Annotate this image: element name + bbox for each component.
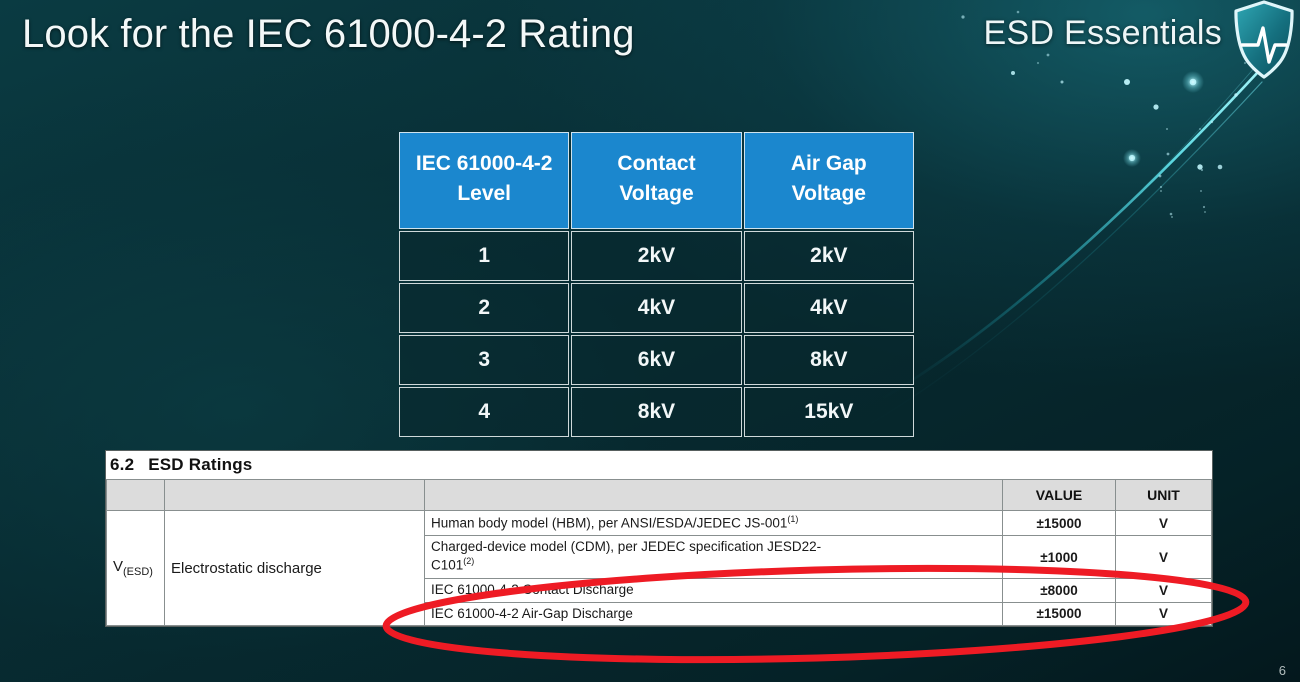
iec-level-table: IEC 61000-4-2 Level Contact Voltage Air …: [397, 130, 916, 439]
cell-air-gap-voltage: 4kV: [743, 282, 914, 333]
cell-condition: Human body model (HBM), per ANSI/ESDA/JE…: [424, 509, 1003, 537]
cell-parameter: Electrostatic discharge: [164, 509, 425, 627]
header-cell-air-gap-voltage: Air Gap Voltage: [743, 132, 914, 229]
cell-unit: V: [1115, 577, 1212, 603]
cell-level: 2: [399, 282, 570, 333]
header-cell-level: IEC 61000-4-2 Level: [399, 132, 570, 229]
section-number: 6.2: [110, 455, 135, 474]
cell-unit: V: [1115, 509, 1212, 537]
condition-text: Charged-device model (CDM), per JEDEC sp…: [431, 539, 822, 555]
datasheet-section-heading: 6.2 ESD Ratings: [106, 451, 1212, 479]
header-line-1: Contact: [617, 152, 696, 175]
cell-contact-voltage: 6kV: [571, 334, 742, 385]
cell-air-gap-voltage: 2kV: [743, 230, 914, 281]
shield-pulse-icon: [1234, 0, 1294, 79]
esd-ratings-grid: VALUE UNIT V(ESD) Electrostatic discharg…: [106, 479, 1212, 627]
table-header-row: IEC 61000-4-2 Level Contact Voltage Air …: [399, 132, 914, 229]
cell-level: 4: [399, 386, 570, 437]
cell-value: ±8000: [1002, 577, 1116, 603]
header-cell-unit: UNIT: [1115, 479, 1212, 511]
table-row: 4 8kV 15kV: [399, 386, 914, 437]
header-cell-condition-blank: [424, 479, 1003, 511]
table-row: 3 6kV 8kV: [399, 334, 914, 385]
brand-label: ESD Essentials: [983, 14, 1222, 52]
cell-unit: V: [1115, 601, 1212, 627]
condition-text: Human body model (HBM), per ANSI/ESDA/JE…: [431, 515, 788, 531]
condition-footnote: (1): [787, 514, 799, 524]
cell-value: ±1000: [1002, 535, 1116, 579]
cell-air-gap-voltage: 8kV: [743, 334, 914, 385]
header-line-2: Voltage: [791, 182, 866, 206]
table-row: 1 2kV 2kV: [399, 230, 914, 281]
cell-level: 3: [399, 334, 570, 385]
table-row: V(ESD) Electrostatic discharge Human bod…: [106, 509, 1212, 627]
header-cell-value: VALUE: [1002, 479, 1116, 511]
cell-condition: IEC 61000-4-2 Contact Discharge: [424, 577, 1003, 603]
cell-contact-voltage: 2kV: [571, 230, 742, 281]
symbol-text: V: [113, 558, 124, 576]
cell-level: 1: [399, 230, 570, 281]
cell-contact-voltage: 4kV: [571, 282, 742, 333]
table-row: 2 4kV 4kV: [399, 282, 914, 333]
symbol-subscript: (ESD): [123, 566, 153, 579]
cell-unit: V: [1115, 535, 1212, 579]
table-header-row: VALUE UNIT: [106, 479, 1212, 511]
cell-air-gap-voltage: 15kV: [743, 386, 914, 437]
condition-footnote: (2): [463, 556, 475, 567]
cell-condition: IEC 61000-4-2 Air-Gap Discharge: [424, 601, 1003, 627]
header-line-1: Air Gap: [790, 152, 867, 175]
cell-symbol: V(ESD): [106, 509, 165, 627]
page-number: 6: [1278, 663, 1286, 678]
header-line-1: IEC 61000-4-2: [415, 152, 553, 175]
cell-value: ±15000: [1002, 509, 1116, 537]
cell-condition: Charged-device model (CDM), per JEDEC sp…: [424, 535, 1003, 579]
header-cell-contact-voltage: Contact Voltage: [571, 132, 742, 229]
header-cell-parameter-blank: [164, 479, 425, 511]
datasheet-esd-ratings-table: 6.2 ESD Ratings VALUE UNIT: [105, 450, 1213, 628]
header-line-2: Level: [457, 182, 512, 206]
header-line-2: Voltage: [619, 182, 694, 206]
cell-value: ±15000: [1002, 601, 1116, 627]
condition-text-line2: C101: [431, 557, 464, 573]
section-title: ESD Ratings: [148, 455, 253, 474]
cell-contact-voltage: 8kV: [571, 386, 742, 437]
slide-title: Look for the IEC 61000-4-2 Rating: [22, 12, 635, 56]
header-cell-symbol-blank: [106, 479, 165, 511]
